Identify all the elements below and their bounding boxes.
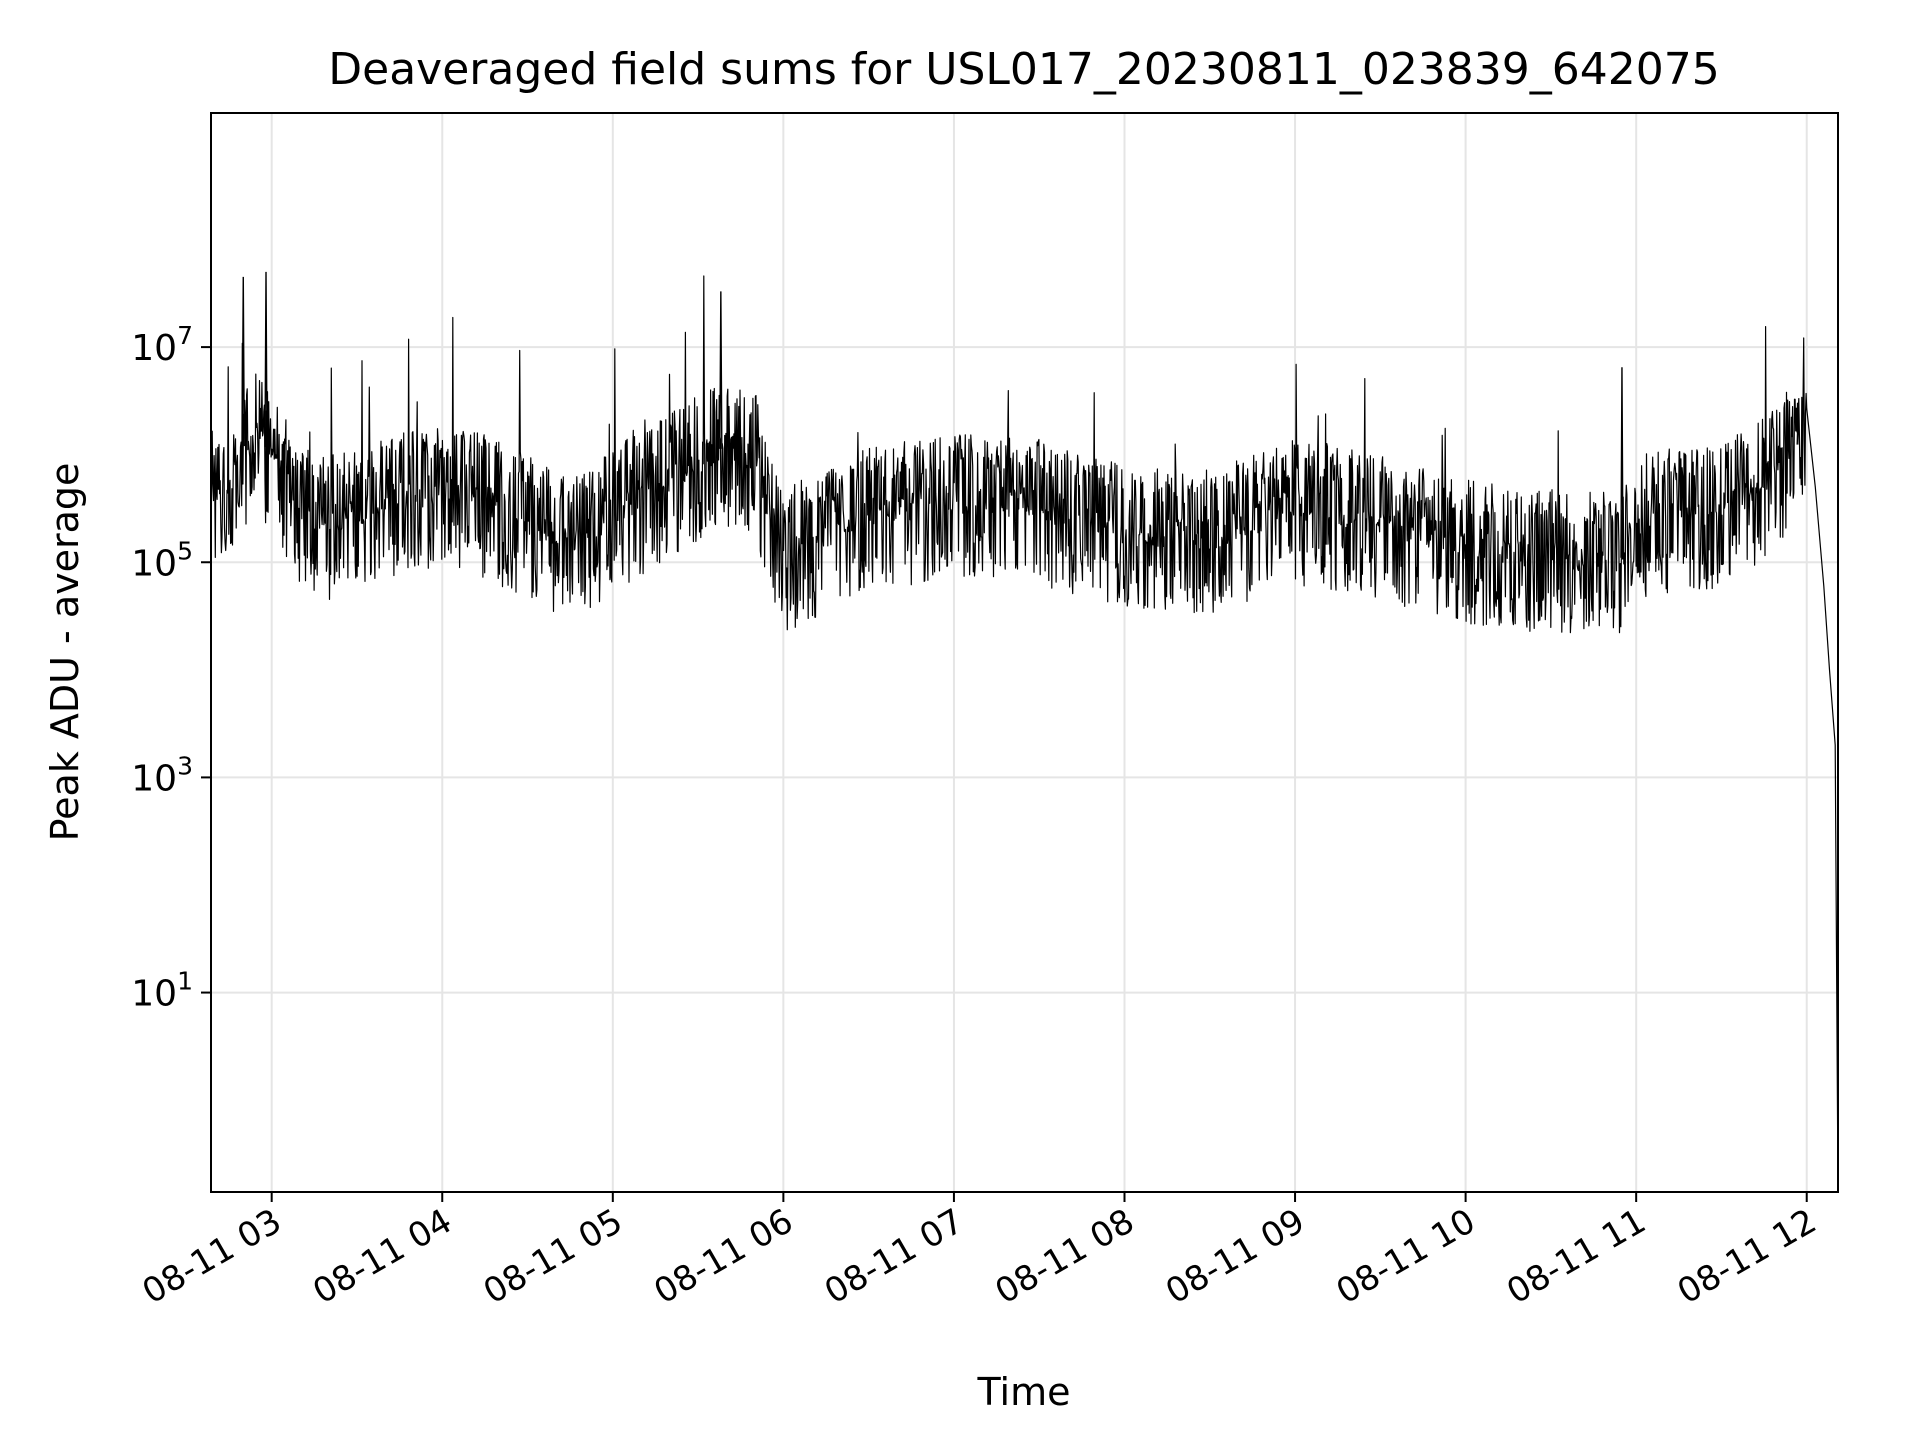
y-tick-label: 105 — [131, 536, 193, 584]
x-tick-label: 08-11 03 — [136, 1201, 288, 1312]
chart-title: Deaveraged field sums for USL017_2023081… — [328, 44, 1720, 95]
series-line — [211, 275, 1838, 1192]
line-layer — [211, 271, 1838, 1192]
peak-spike — [264, 271, 268, 448]
y-axis-label: Peak ADU - average — [43, 463, 87, 842]
y-tick-label: 101 — [131, 967, 193, 1015]
x-axis-label: Time — [977, 1370, 1071, 1414]
x-tick-label: 08-11 07 — [818, 1201, 970, 1312]
x-tick-label: 08-11 11 — [1500, 1201, 1652, 1312]
x-tick-label: 08-11 12 — [1671, 1201, 1823, 1312]
peak-spike — [719, 291, 723, 449]
x-tick-label: 08-11 09 — [1159, 1201, 1311, 1312]
plot-frame — [210, 112, 1839, 1193]
y-tick-label: 103 — [131, 751, 193, 799]
y-tick-label: 107 — [131, 321, 193, 369]
grid-layer — [211, 113, 1838, 1192]
x-tick-label: 08-11 04 — [306, 1201, 458, 1312]
peak-spike — [1620, 367, 1624, 558]
x-tick-label: 08-11 05 — [477, 1201, 629, 1312]
x-tick-label: 08-11 08 — [989, 1201, 1141, 1312]
x-tick-label: 08-11 06 — [647, 1201, 799, 1312]
x-tick-label: 08-11 10 — [1330, 1201, 1482, 1312]
